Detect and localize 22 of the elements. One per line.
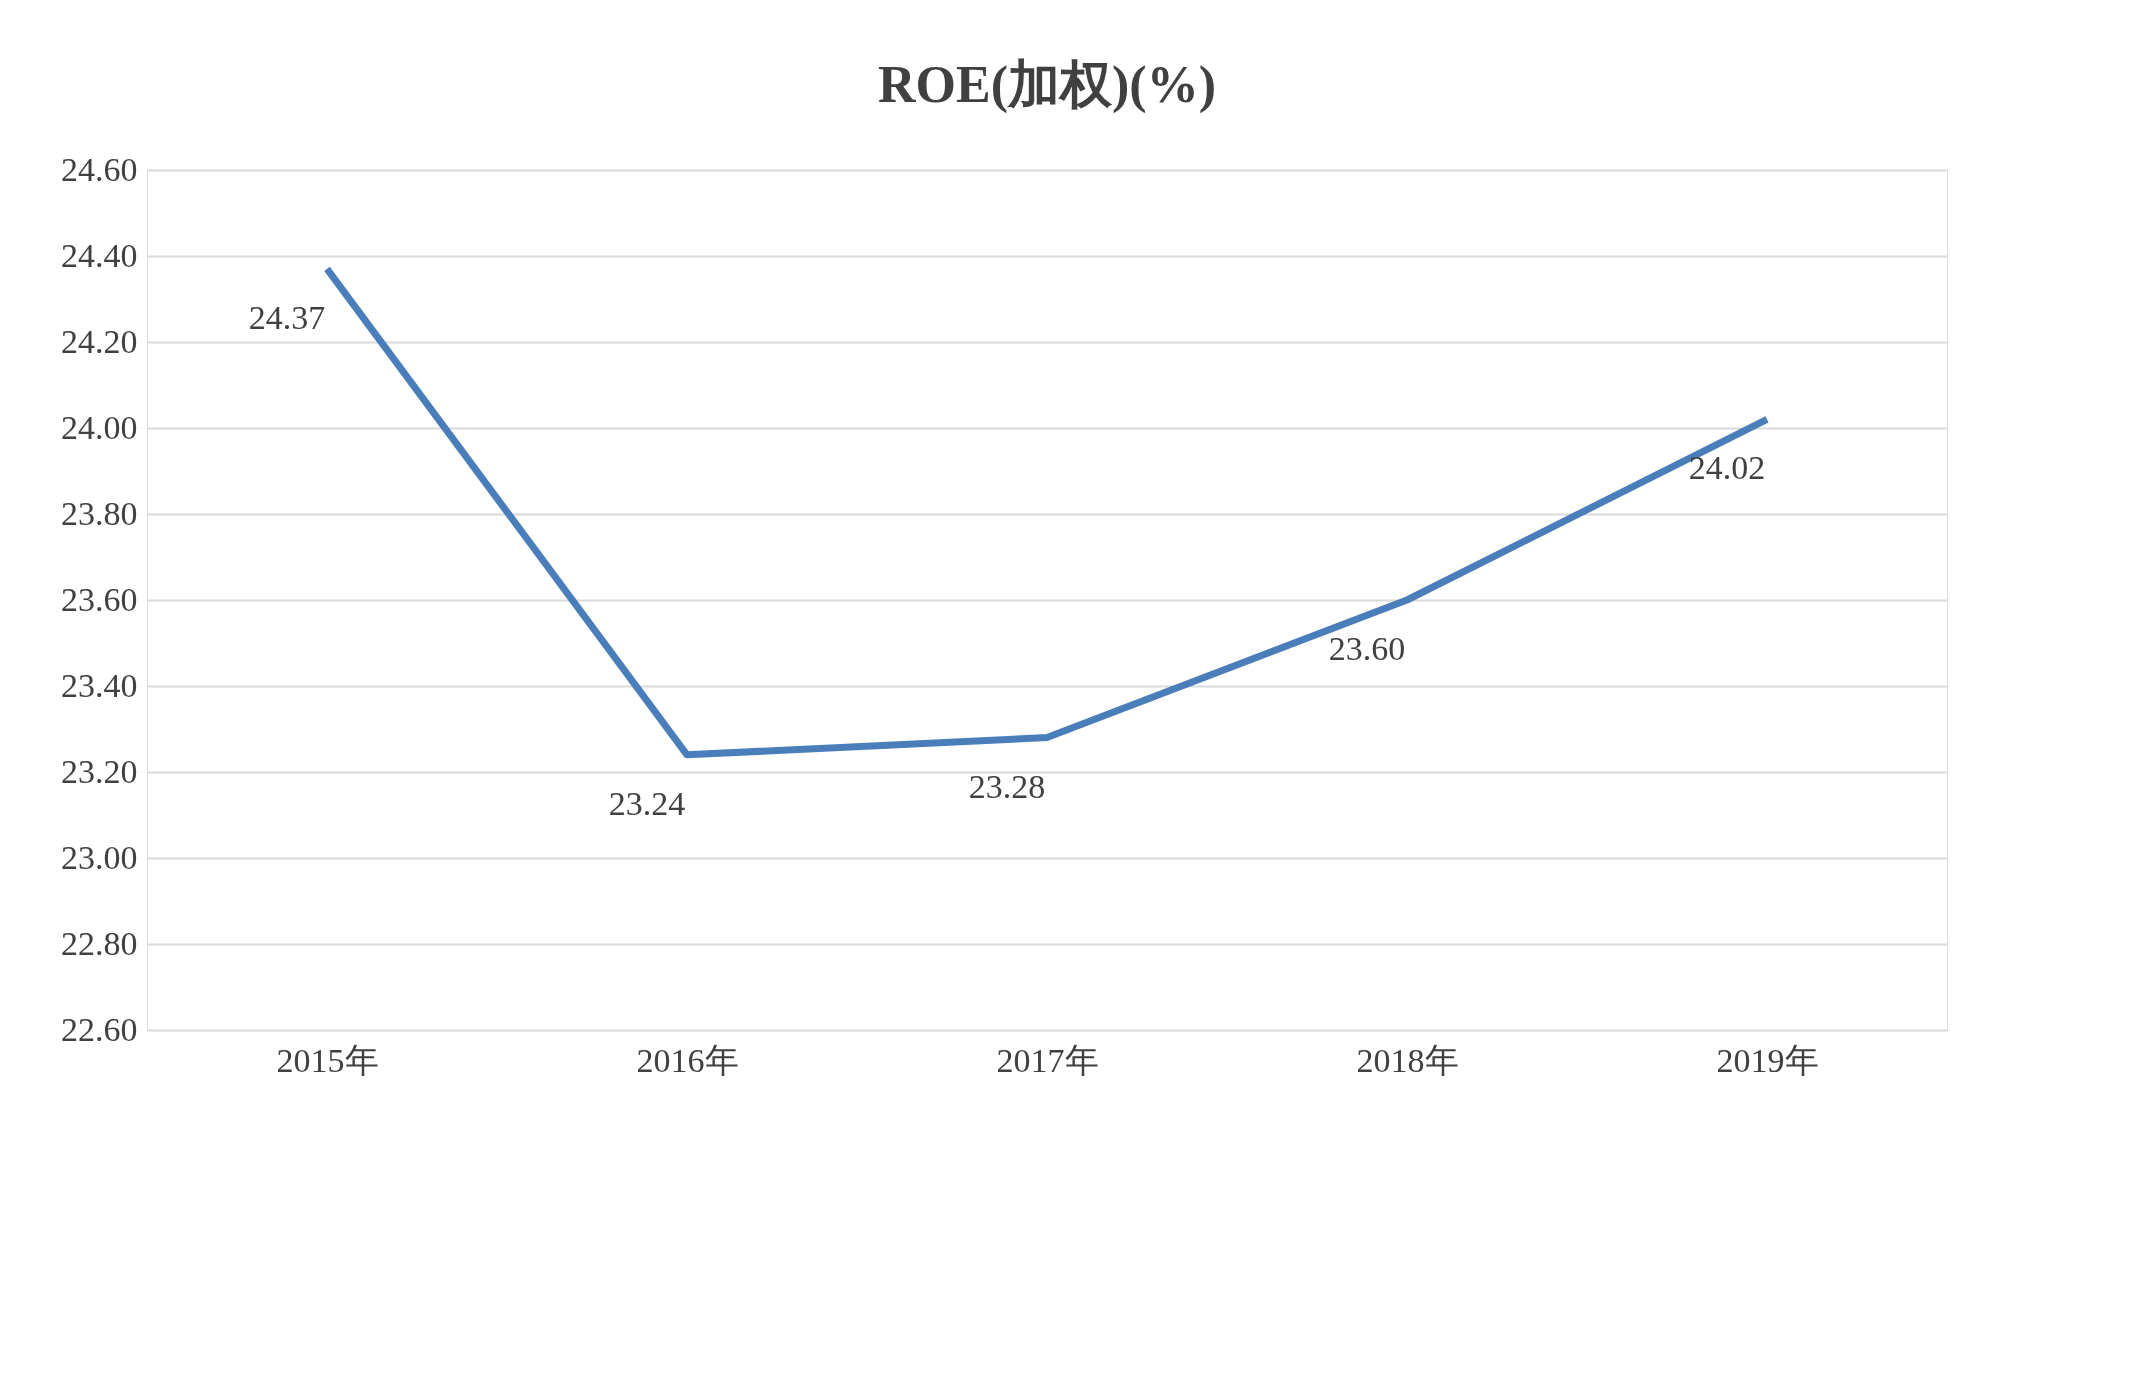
y-tick-label: 23.80 xyxy=(61,494,138,532)
y-tick-label: 23.00 xyxy=(61,838,138,876)
y-tick-label: 24.60 xyxy=(61,150,138,188)
data-label: 23.28 xyxy=(968,767,1046,805)
y-tick-label: 24.00 xyxy=(61,408,138,446)
x-tick-label: 2019年 xyxy=(1716,1041,1819,1079)
data-label: 23.24 xyxy=(608,784,686,822)
data-label: 24.02 xyxy=(1688,449,1766,487)
x-tick-label: 2018年 xyxy=(1356,1041,1459,1079)
x-tick-label: 2017年 xyxy=(996,1041,1099,1079)
y-tick-label: 22.60 xyxy=(61,1010,138,1048)
y-tick-label: 22.80 xyxy=(61,924,138,962)
x-tick-label: 2015年 xyxy=(276,1041,379,1079)
data-label: 24.37 xyxy=(248,298,326,336)
y-tick-label: 23.20 xyxy=(61,752,138,790)
y-tick-label: 23.40 xyxy=(61,666,138,704)
y-tick-label: 23.60 xyxy=(61,580,138,618)
x-tick-label: 2016年 xyxy=(636,1041,739,1079)
y-tick-label: 24.20 xyxy=(61,322,138,360)
y-tick-label: 24.40 xyxy=(61,236,138,274)
chart-title: ROE(加权)(%) xyxy=(878,56,1216,114)
data-label: 23.60 xyxy=(1328,630,1406,667)
